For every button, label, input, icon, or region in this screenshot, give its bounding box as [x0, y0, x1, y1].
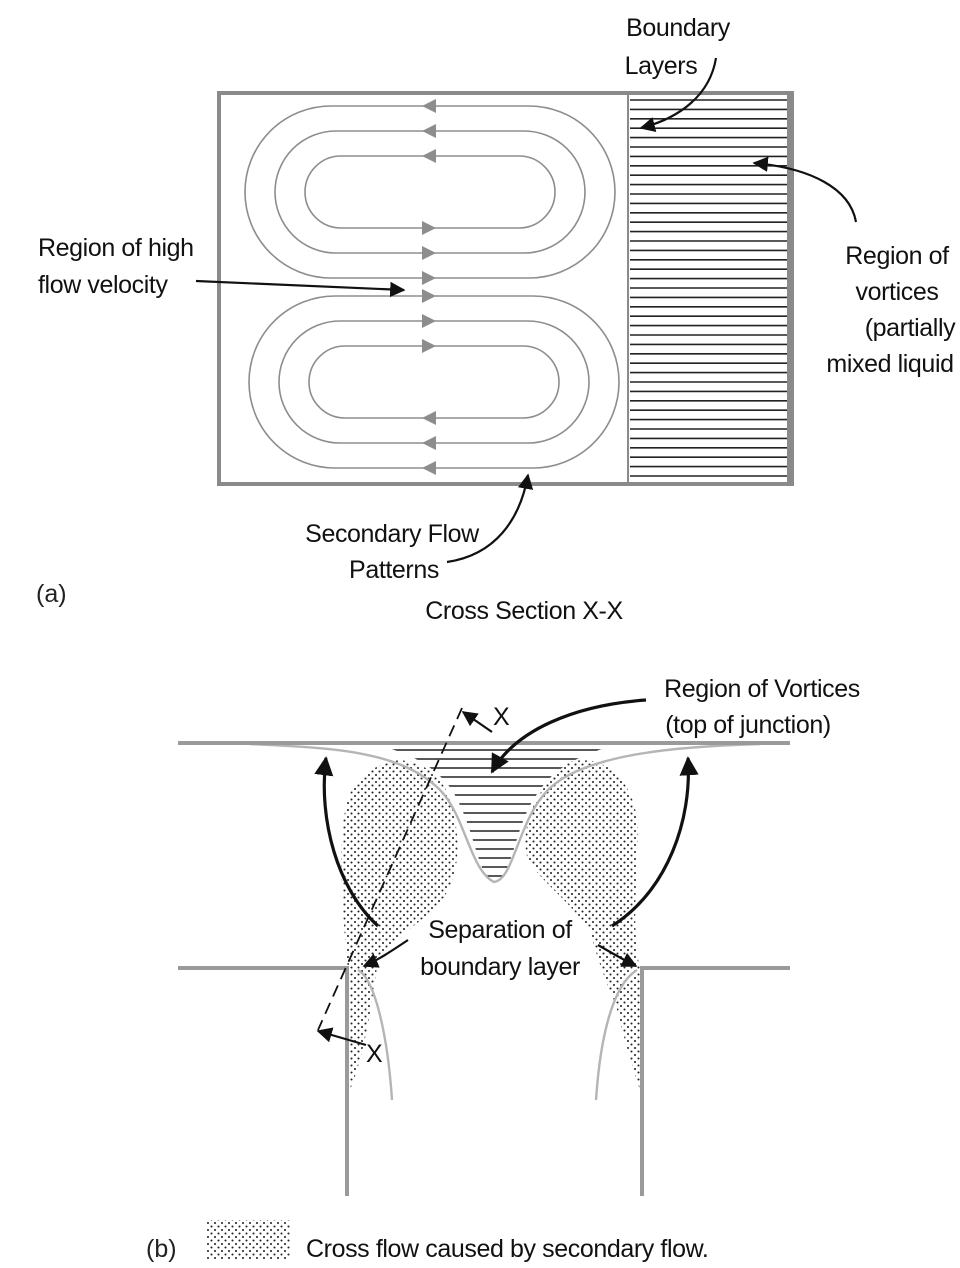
- pointer-boundary-layers: [639, 57, 718, 133]
- section-mark-bottom-pointer: [316, 1027, 367, 1047]
- label-vortices-top-1: Region of Vortices: [664, 675, 860, 703]
- arrowhead-left: [422, 461, 436, 475]
- section-line: [317, 707, 463, 1031]
- panel-b-tag: (b): [146, 1235, 177, 1263]
- stream-loop-top-mid: [274, 130, 586, 254]
- label-boundary-layers-1: Boundary: [626, 14, 731, 42]
- label-secondary-flow-1: Secondary Flow: [305, 520, 480, 548]
- arrowhead-left: [422, 149, 436, 163]
- arrowhead-left: [422, 99, 436, 113]
- arrow-separation-right: [597, 944, 638, 967]
- label-vortices-2: vortices: [856, 278, 939, 306]
- crossflow-right-lobe: [525, 760, 640, 1090]
- panel-b: X X Region of Vortices (top of junction)…: [146, 675, 860, 1263]
- label-vortices-top-2: (top of junction): [665, 711, 831, 739]
- boundary-layer-top: [249, 742, 761, 884]
- section-mark-top: X: [493, 703, 510, 731]
- arrowhead-right: [422, 289, 436, 303]
- section-mark-top-pointer: [461, 711, 493, 733]
- panel-a-caption: Cross Section X-X: [425, 597, 623, 625]
- arrowhead-right: [422, 314, 436, 328]
- section-mark-bottom: X: [366, 1040, 383, 1068]
- label-vortices-4: mixed liquid: [826, 350, 953, 378]
- label-boundary-layers-2: Layers: [625, 52, 698, 80]
- label-secondary-flow-2: Patterns: [349, 556, 439, 584]
- boundary-layer-right-wall: [594, 968, 638, 1101]
- label-high-velocity-1: Region of high: [38, 234, 194, 262]
- legend-dot-swatch: [206, 1220, 290, 1260]
- stream-loop-bottom-inner: [308, 345, 560, 419]
- label-vortices-3: (partially: [865, 314, 956, 342]
- arrowhead-left: [422, 124, 436, 138]
- arrowhead-right: [422, 271, 436, 285]
- label-vortices-1: Region of: [845, 242, 949, 270]
- arrowhead-right: [422, 221, 436, 235]
- arrowhead-left: [422, 411, 436, 425]
- pointer-vortices-top: [490, 698, 647, 774]
- vortex-hatch-region: [630, 99, 788, 477]
- arrowhead-right: [422, 339, 436, 353]
- label-separation-1: Separation of: [428, 916, 572, 944]
- pointer-secondary-flow: [446, 473, 534, 564]
- boundary-layer-left-wall: [357, 968, 394, 1101]
- label-separation-2: boundary layer: [420, 953, 580, 981]
- stream-loop-top-inner: [304, 155, 556, 229]
- arrow-left-up: [314, 756, 380, 928]
- label-high-velocity-2: flow velocity: [38, 271, 168, 299]
- stream-loop-bottom-mid: [278, 320, 590, 444]
- legend-text: Cross flow caused by secondary flow.: [306, 1235, 708, 1263]
- panel-a-tag: (a): [36, 580, 67, 608]
- arrowhead-right: [422, 246, 436, 260]
- arrowhead-left: [422, 436, 436, 450]
- flow-arrowheads: [422, 99, 436, 475]
- panel-a: Boundary Layers Region of high flow velo…: [36, 14, 957, 625]
- pointer-vortices: [752, 156, 858, 223]
- arrow-right-up: [611, 756, 699, 928]
- arrow-separation-left: [362, 939, 409, 968]
- pointer-high-velocity: [195, 279, 406, 298]
- crossflow-left-lobe: [341, 760, 458, 1090]
